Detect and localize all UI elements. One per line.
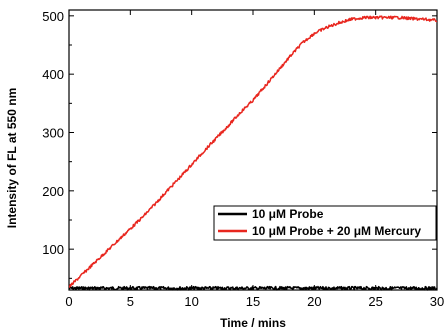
x-tick-label: 10 bbox=[184, 294, 198, 309]
series-line-mercury bbox=[68, 15, 438, 288]
y-tick-label: 500 bbox=[42, 9, 64, 24]
series-line-probe bbox=[68, 285, 438, 291]
x-tick-label: 25 bbox=[368, 294, 382, 309]
plot-frame bbox=[68, 9, 438, 291]
x-axis-title: Time / mins bbox=[220, 316, 286, 330]
y-tick-label: 100 bbox=[42, 242, 64, 257]
x-tick-label: 30 bbox=[430, 294, 444, 309]
x-axis-ticks: 0 5 10 15 20 25 30 bbox=[65, 10, 444, 309]
y-axis-title: Intensity of FL at 550 nm bbox=[5, 88, 19, 228]
x-tick-label: 15 bbox=[246, 294, 260, 309]
x-tick-label: 20 bbox=[307, 294, 321, 309]
x-tick-label: 5 bbox=[127, 294, 134, 309]
x-tick-label: 0 bbox=[65, 294, 72, 309]
y-tick-label: 200 bbox=[42, 184, 64, 199]
legend-label-probe: 10 μM Probe bbox=[252, 207, 324, 221]
axes-frame bbox=[68, 9, 438, 291]
legend-label-mercury: 10 μM Probe + 20 μM Mercury bbox=[252, 224, 421, 238]
y-tick-label: 400 bbox=[42, 67, 64, 82]
y-axis-ticks: 100 200 300 400 500 bbox=[42, 9, 437, 279]
series-layer bbox=[68, 15, 438, 291]
y-tick-label: 300 bbox=[42, 126, 64, 141]
legend-box bbox=[213, 205, 437, 241]
legend: 10 μM Probe 10 μM Probe + 20 μM Mercury bbox=[213, 205, 437, 241]
